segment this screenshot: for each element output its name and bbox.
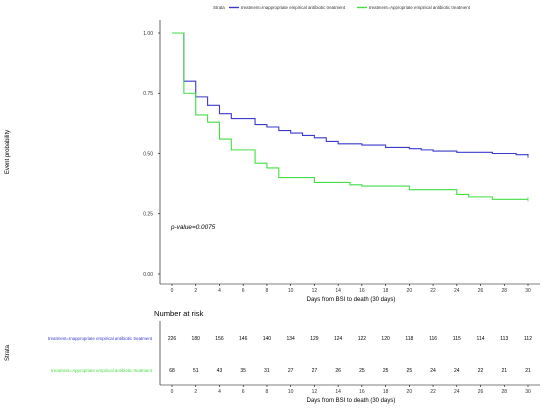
risk-count: 129	[310, 336, 319, 342]
y-tick-label: 1.00	[143, 31, 153, 37]
risk-x-tick-label: 24	[454, 389, 460, 395]
risk-x-tick-label: 26	[478, 389, 484, 395]
risk-count: 124	[334, 336, 343, 342]
x-tick-label: 24	[454, 288, 460, 294]
risk-count: 112	[524, 336, 532, 342]
risk-x-tick-label: 14	[335, 389, 341, 395]
risk-count: 51	[193, 368, 199, 374]
x-tick-label: 16	[359, 288, 365, 294]
risk-x-tick-label: 22	[430, 389, 436, 395]
risk-count: 27	[312, 368, 318, 374]
risk-count: 24	[430, 368, 436, 374]
risk-count: 25	[383, 368, 389, 374]
x-axis-title: Days from BSI to death (30 days)	[307, 297, 396, 303]
risk-row-label-inappropriate: treatment=Inappropriate empirical antibi…	[48, 336, 153, 341]
risk-x-tick-label: 6	[242, 389, 245, 395]
risk-numbers: 226 180 156 146 140 134 129 124 122 120 118 116 115 1…	[168, 336, 532, 374]
x-tick-label: 28	[501, 288, 507, 294]
legend: Strata treatment=Inappropriate empirical…	[213, 5, 471, 10]
risk-count: 25	[407, 368, 413, 374]
x-tick-label: 10	[288, 288, 294, 294]
x-tick-label: 30	[525, 288, 531, 294]
x-tick-label: 8	[266, 288, 269, 294]
series-line-appropriate	[172, 32, 528, 200]
y-ticks: 0.00 0.25 0.50 0.75 1.00	[143, 31, 160, 278]
x-ticks: 0 2 4 6 8 10 12 14 16 18 20 22 24 26 28 30	[171, 284, 531, 294]
risk-count: 115	[453, 336, 461, 342]
risk-count: 68	[169, 368, 175, 374]
y-tick-label: 0.50	[143, 151, 153, 157]
x-tick-label: 0	[171, 288, 174, 294]
risk-count: 120	[381, 336, 390, 342]
series-line-inappropriate	[172, 32, 529, 156]
risk-x-tick-label: 12	[312, 389, 318, 395]
risk-x-tick-label: 0	[171, 389, 174, 395]
risk-count: 21	[525, 368, 531, 374]
risk-count: 180	[192, 336, 201, 342]
risk-x-tick-label: 28	[501, 389, 507, 395]
risk-count: 156	[215, 336, 224, 342]
x-tick-label: 12	[312, 288, 318, 294]
x-tick-label: 6	[242, 288, 245, 294]
x-tick-label: 2	[194, 288, 197, 294]
risk-count: 118	[405, 336, 413, 342]
risk-x-tick-label: 8	[266, 389, 269, 395]
legend-label-inappropriate: treatment=Inappropriate empirical antibi…	[241, 5, 346, 10]
risk-row-label-appropriate: treatment=Appropriate empirical antibiot…	[51, 368, 153, 373]
risk-x-ticks: 0 2 4 6 8 10 12 14 16 18 20 22 24 26 28 30	[171, 385, 531, 395]
risk-x-tick-label: 4	[218, 389, 221, 395]
risk-count: 122	[358, 336, 367, 342]
risk-count: 31	[264, 368, 270, 374]
y-tick-label: 0.25	[143, 212, 153, 218]
risk-count: 134	[286, 336, 295, 342]
risk-count: 146	[239, 336, 248, 342]
risk-count: 25	[359, 368, 365, 374]
risk-x-axis-title: Days from BSI to death (30 days)	[307, 398, 396, 404]
p-value-annotation: p-value=0.0075	[170, 224, 216, 231]
risk-count: 35	[240, 368, 246, 374]
x-tick-label: 4	[218, 288, 221, 294]
risk-count: 26	[335, 368, 341, 374]
y-tick-label: 0.00	[143, 272, 153, 278]
x-tick-label: 22	[430, 288, 436, 294]
risk-x-tick-label: 16	[359, 389, 365, 395]
risk-count: 140	[263, 336, 272, 342]
risk-y-axis-title: Strata	[5, 344, 11, 361]
y-tick-label: 0.75	[143, 91, 153, 97]
x-tick-label: 20	[407, 288, 413, 294]
x-tick-label: 18	[383, 288, 389, 294]
x-tick-label: 14	[335, 288, 341, 294]
risk-count: 113	[500, 336, 508, 342]
risk-count: 114	[477, 336, 485, 342]
risk-count: 22	[478, 368, 484, 374]
risk-table-title: Number at risk	[154, 309, 204, 318]
curves	[172, 32, 529, 202]
risk-x-tick-label: 18	[383, 389, 389, 395]
risk-x-tick-label: 10	[288, 389, 294, 395]
legend-title: Strata	[213, 5, 225, 10]
risk-table: Number at risk treatment=Inappropriate e…	[5, 309, 540, 404]
risk-count: 21	[501, 368, 507, 374]
risk-count: 226	[168, 336, 177, 342]
risk-count: 43	[217, 368, 223, 374]
risk-count: 116	[429, 336, 437, 342]
risk-count: 27	[288, 368, 294, 374]
risk-x-tick-label: 20	[407, 389, 413, 395]
risk-count: 24	[454, 368, 460, 374]
legend-label-appropriate: treatment=Appropriate empirical antibiot…	[369, 5, 471, 10]
risk-x-tick-label: 2	[194, 389, 197, 395]
risk-x-tick-label: 30	[525, 389, 531, 395]
y-axis-title: Event probability	[5, 130, 11, 174]
x-tick-label: 26	[478, 288, 484, 294]
